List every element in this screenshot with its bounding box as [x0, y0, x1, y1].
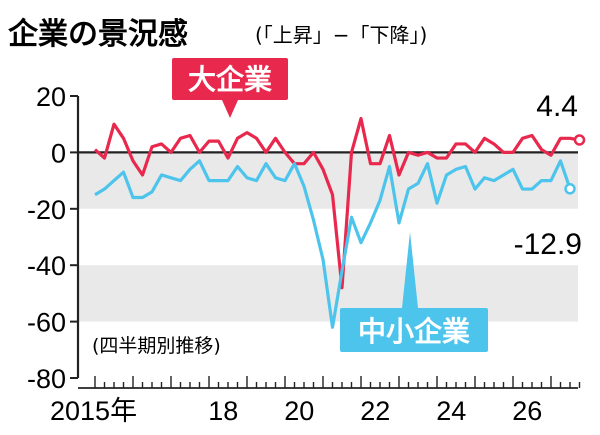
chart-note: (四半期別推移)	[92, 335, 221, 357]
x-tick-label: 18	[208, 396, 238, 426]
series-line-large	[93, 116, 580, 290]
zero-line	[76, 96, 578, 378]
x-tick-label: 20	[284, 396, 314, 426]
x-axis-ticks: 18 20 22 24 26	[78, 376, 581, 426]
y-tick-label: 0	[51, 138, 66, 168]
y-tick-label: -40	[27, 251, 66, 281]
y-tick-label: 20	[36, 82, 66, 112]
end-value-large: 4.4	[536, 90, 578, 123]
x-tick-label: 26	[512, 396, 542, 426]
y-axis-ticks: 20 0 -20 -40 -60 -80	[27, 82, 78, 394]
x-start-label: 2015年	[50, 396, 137, 426]
legend-pointer-small	[402, 232, 418, 308]
legend-pointer-large	[222, 100, 238, 118]
legend-box-large	[172, 58, 288, 100]
x-tick-label: 24	[436, 396, 466, 426]
series-end-point	[564, 183, 576, 195]
y-tick-label: -60	[27, 308, 66, 338]
series-line-small	[94, 159, 572, 329]
legend-box-small	[340, 308, 488, 352]
y-tick-label: -20	[27, 195, 66, 225]
x-tick-label: 22	[360, 396, 390, 426]
chart-title: 企業の景況感	[8, 17, 188, 52]
series-end-point	[573, 134, 586, 146]
legend-label-large: 大企業	[188, 63, 272, 96]
chart-subtitle: (「上昇」−「下降」)	[255, 23, 427, 47]
legend-label-small: 中小企業	[358, 315, 470, 348]
y-tick-label: -80	[27, 364, 66, 394]
end-value-small: -12.9	[514, 228, 582, 261]
